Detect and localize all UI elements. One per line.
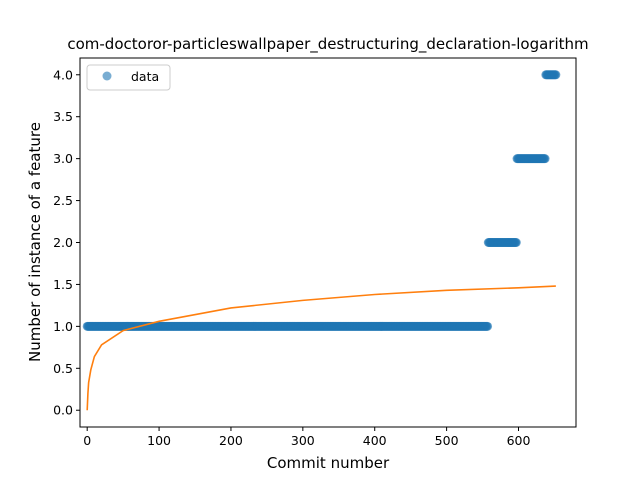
- y-tick-label: 2.5: [53, 193, 73, 208]
- y-tick-label: 0.0: [53, 403, 73, 418]
- y-tick-label: 0.5: [53, 361, 73, 376]
- x-tick-label: 100: [147, 433, 171, 448]
- y-tick-label: 3.0: [53, 151, 73, 166]
- y-tick-label: 1.0: [53, 319, 73, 334]
- y-tick-label: 2.0: [53, 235, 73, 250]
- plot-area: [82, 70, 561, 411]
- data-point: [540, 154, 550, 164]
- y-tick-label: 1.5: [53, 277, 73, 292]
- y-axis: 0.0 0.5 1.0 1.5 2.0 2.5 3.0 3.5 4.0: [53, 67, 80, 418]
- y-tick-label: 4.0: [53, 67, 73, 82]
- legend-box: [86, 64, 171, 91]
- y-axis-label: Number of instance of a feature: [26, 122, 44, 362]
- data-point: [483, 321, 493, 331]
- legend: data: [86, 64, 171, 91]
- y-tick-label: 3.5: [53, 109, 73, 124]
- x-tick-label: 200: [219, 433, 243, 448]
- x-tick-label: 0: [83, 433, 91, 448]
- x-tick-label: 500: [435, 433, 459, 448]
- x-axis-label: Commit number: [267, 454, 390, 472]
- data-point: [511, 238, 521, 247]
- data-point: [551, 70, 561, 80]
- x-tick-label: 600: [507, 433, 531, 448]
- legend-marker-data: [102, 71, 112, 81]
- x-tick-label: 400: [363, 433, 387, 448]
- x-axis: 0 100 200 300 400 500 600: [83, 427, 530, 448]
- series-data: [82, 70, 561, 331]
- legend-label-data: data: [131, 69, 159, 84]
- fit-line: [86, 285, 556, 411]
- chart-title: com-doctoror-particleswallpaper_destruct…: [67, 35, 588, 54]
- x-tick-label: 300: [291, 433, 315, 448]
